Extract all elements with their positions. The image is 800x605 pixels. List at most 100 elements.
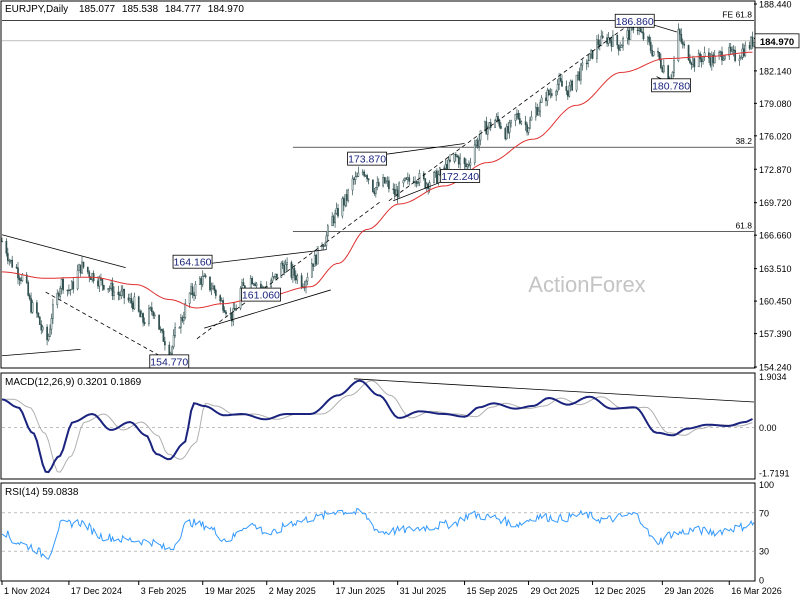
candle-body <box>1 240 3 243</box>
candle-body <box>596 39 598 59</box>
candle-body <box>200 278 203 285</box>
candle-body <box>5 240 8 254</box>
x-tick-label: 2 May 2025 <box>269 586 316 596</box>
candle-body <box>79 264 82 274</box>
candle-body <box>518 118 521 124</box>
candle-body <box>731 49 734 52</box>
candle-body <box>408 177 411 182</box>
x-axis-group: 1 Nov 2024 17 Dec 2024 3 Feb 2025 19 Mar 20… <box>1 581 782 596</box>
candle-body <box>130 298 133 304</box>
candle-body <box>530 116 533 121</box>
candle-body <box>376 182 379 188</box>
candle-body <box>313 254 316 267</box>
candle-body <box>30 298 32 313</box>
candle-body <box>649 41 652 51</box>
trend-line <box>1 234 126 269</box>
candle-body <box>241 282 243 289</box>
candle-body <box>597 39 600 45</box>
header-symbol-text: EURJPY,Daily <box>5 4 68 15</box>
candle-body <box>405 177 408 180</box>
candle-body <box>8 260 11 262</box>
price-callout-box <box>149 354 190 369</box>
candle-body <box>17 267 19 279</box>
candle-body <box>585 62 588 65</box>
candle-body <box>315 254 318 265</box>
candle-body <box>193 294 195 296</box>
candle-body <box>69 289 72 291</box>
candle-body <box>223 310 226 313</box>
candle-body <box>372 179 374 192</box>
candle-body <box>331 216 334 227</box>
candle-body <box>713 55 716 64</box>
trend-line <box>388 20 635 202</box>
candle-body <box>50 318 53 330</box>
candle-body <box>751 36 754 47</box>
x-tick-label: 19 Mar 2025 <box>205 586 256 596</box>
candle-body <box>374 187 377 194</box>
candle-body <box>549 93 552 95</box>
candle-body <box>290 262 293 278</box>
fib-level-label: 61.8 <box>735 221 752 231</box>
candle-body <box>680 34 683 43</box>
candle-body <box>600 35 603 46</box>
candle-body <box>140 313 143 318</box>
candle-body <box>113 291 115 297</box>
header-high: 185.538 <box>122 4 159 15</box>
candle-body <box>662 65 665 73</box>
candle-body <box>709 57 712 66</box>
candle-body <box>305 280 307 288</box>
candle-body <box>638 28 640 31</box>
candle-body <box>386 180 389 182</box>
candle-body <box>565 86 568 91</box>
candle-body <box>9 259 12 262</box>
rsi-label: RSI(14) 59.0838 <box>5 487 79 498</box>
candle-body <box>210 288 213 291</box>
candle-body <box>78 264 80 271</box>
candle-body <box>485 121 488 135</box>
x-tick-label: 17 Dec 2024 <box>71 586 122 596</box>
price-callout-label: 161.060 <box>242 290 280 302</box>
macd-trend-line <box>353 378 755 403</box>
candle-body <box>150 307 153 313</box>
candle-body <box>708 52 710 59</box>
candle-body <box>201 275 204 285</box>
candle-body <box>36 302 38 314</box>
macd-tick-label: 0.00 <box>759 423 777 433</box>
candle-body <box>101 279 104 286</box>
candle-body <box>740 57 742 60</box>
candle-body <box>677 29 680 61</box>
x-tick-label: 3 Feb 2025 <box>141 586 187 596</box>
candle-body <box>52 304 54 319</box>
candle-body <box>335 208 338 214</box>
candle-body <box>692 58 694 65</box>
candle-body <box>86 266 89 273</box>
candle-body <box>500 125 502 129</box>
candle-body <box>203 275 206 277</box>
candle-body <box>607 37 610 44</box>
candle-body <box>300 275 303 287</box>
candle-body <box>322 245 325 247</box>
candle-body <box>667 65 670 79</box>
candle-body <box>306 276 309 282</box>
candle-body <box>571 80 574 91</box>
candle-body <box>255 283 258 287</box>
candle-body <box>465 163 467 167</box>
candle-body <box>271 276 274 282</box>
candle-body <box>72 281 75 290</box>
macd-tick-label: 1.9034 <box>759 372 787 382</box>
candle-body <box>161 328 163 332</box>
candle-body <box>178 327 181 329</box>
candle-body <box>497 116 499 121</box>
candle-body <box>612 35 614 47</box>
price-callout-label: 164.160 <box>174 257 212 269</box>
price-tick-label: 166.660 <box>759 231 792 241</box>
candle-body <box>292 268 294 278</box>
candle-body <box>404 177 406 181</box>
header-symbol: EURJPY,Daily 185.077 185.538 184.777 184… <box>5 4 244 15</box>
candle-body <box>40 324 43 331</box>
rsi-tick-label: 70 <box>759 508 769 518</box>
candle-body <box>639 28 642 32</box>
candle-body <box>233 308 236 311</box>
candle-body <box>88 271 91 278</box>
candle-body <box>118 294 121 296</box>
